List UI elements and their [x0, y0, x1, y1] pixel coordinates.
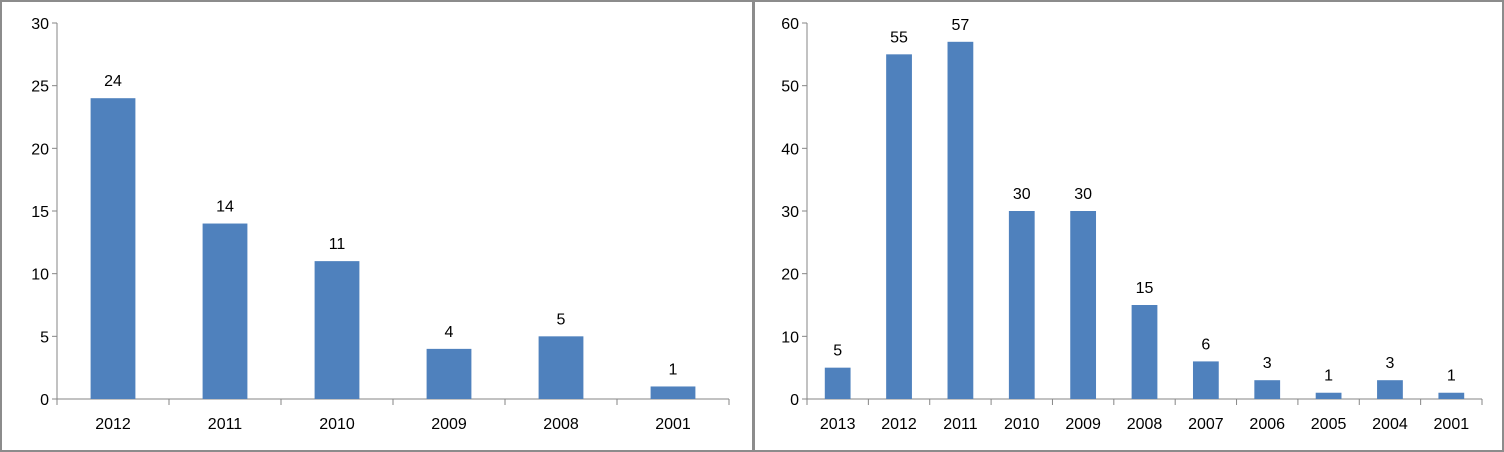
data-label-2007: 6 [1201, 336, 1210, 353]
data-label-2001: 1 [669, 361, 678, 378]
bar-2010 [314, 261, 360, 399]
data-label-2009: 4 [445, 324, 454, 341]
data-label-2004: 3 [1386, 355, 1395, 372]
data-label-2001: 1 [1447, 368, 1456, 385]
data-label-2010: 11 [329, 236, 346, 253]
x-tick-label-2008: 2008 [1127, 416, 1163, 433]
x-tick-label-2001: 2001 [1434, 416, 1470, 433]
left-bar-chart: 0 5 10 15 20 25 30 24 2012 14 2011 11 2010 4 2009 5 2008… [31, 16, 730, 433]
data-label-2013: 5 [833, 343, 842, 360]
right-bar-chart: 0 10 20 30 40 50 60 5 2013 55 2012 57 2011 30 2010 30 20… [781, 16, 1483, 433]
x-tick-label-2004: 2004 [1372, 416, 1408, 433]
data-label-2010: 30 [1013, 186, 1031, 203]
bar-2008 [1131, 305, 1158, 399]
y-tick-label: 25 [31, 79, 49, 96]
bar-2012 [886, 54, 912, 399]
bar-2006 [1254, 380, 1281, 399]
y-tick-label: 30 [781, 204, 799, 221]
bar-2007 [1192, 361, 1219, 399]
bar-2012 [90, 98, 136, 399]
bar-2009 [1070, 211, 1097, 399]
data-label-2012: 55 [890, 29, 908, 46]
x-tick-label-2009: 2009 [431, 416, 467, 433]
y-tick-label: 5 [40, 329, 49, 346]
bar-2010 [1008, 211, 1035, 399]
x-tick-label-2008: 2008 [543, 416, 579, 433]
y-tick-label: 50 [781, 79, 799, 96]
x-tick-label-2011: 2011 [208, 416, 243, 433]
bar-2011 [202, 223, 248, 399]
x-tick-label-2013: 2013 [820, 416, 856, 433]
bar-2004 [1377, 380, 1403, 399]
data-label-2008: 5 [557, 311, 566, 328]
x-tick-label-2010: 2010 [319, 416, 355, 433]
data-label-2009: 30 [1074, 186, 1092, 203]
data-label-2011: 14 [216, 199, 234, 216]
bar-2008 [538, 336, 584, 399]
y-tick-label: 15 [31, 204, 49, 221]
bar-2001 [1438, 392, 1465, 399]
y-tick-label: 0 [790, 392, 799, 409]
y-tick-label: 10 [31, 267, 49, 284]
right-chart-panel: 0 10 20 30 40 50 60 5 2013 55 2012 57 2011 30 2010 30 20… [752, 0, 1504, 452]
x-tick-label-2012: 2012 [881, 416, 917, 433]
bar-2009 [426, 348, 472, 399]
x-tick-label-2006: 2006 [1249, 416, 1285, 433]
y-tick-label: 20 [781, 267, 799, 284]
x-tick-label-2007: 2007 [1188, 416, 1224, 433]
left-chart-panel: 0 5 10 15 20 25 30 24 2012 14 2011 11 2010 4 2009 5 2008… [0, 0, 752, 452]
y-tick-label: 0 [40, 392, 49, 409]
data-label-2005: 1 [1324, 368, 1333, 385]
bar-2011 [947, 41, 974, 400]
data-label-2006: 3 [1263, 355, 1272, 372]
y-tick-label: 20 [31, 141, 49, 158]
y-tick-label: 40 [781, 141, 799, 158]
x-tick-label-2010: 2010 [1004, 416, 1040, 433]
data-label-2012: 24 [104, 73, 122, 90]
data-label-2008: 15 [1136, 280, 1154, 297]
data-label-2011: 57 [952, 17, 970, 34]
x-tick-label-2011: 2011 [943, 416, 978, 433]
y-tick-label: 10 [781, 329, 799, 346]
x-tick-label-2001: 2001 [655, 416, 691, 433]
y-tick-label: 60 [781, 16, 799, 33]
bar-2005 [1315, 392, 1342, 399]
x-tick-label-2012: 2012 [95, 416, 131, 433]
y-tick-label: 30 [31, 16, 49, 33]
bar-2001 [650, 386, 696, 399]
bar-2013 [824, 367, 851, 399]
x-tick-label-2009: 2009 [1065, 416, 1101, 433]
x-tick-label-2005: 2005 [1311, 416, 1347, 433]
